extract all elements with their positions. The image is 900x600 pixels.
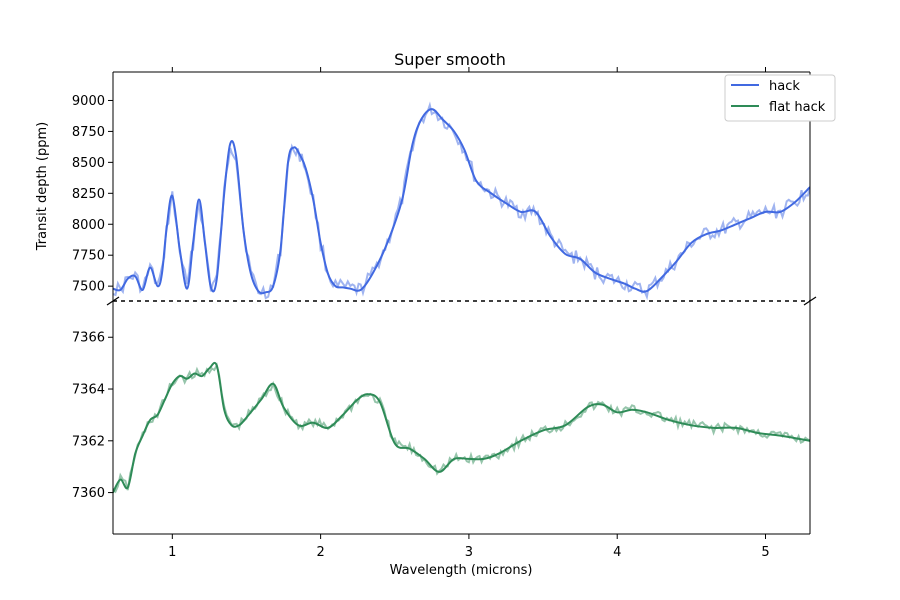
- hack-series-group: [113, 101, 810, 301]
- chart-title: Super smooth: [394, 50, 506, 69]
- upper-x-ticks: [171, 67, 767, 72]
- flat-hack-series-group: [113, 361, 810, 494]
- y-tick-label: 7364: [72, 383, 105, 398]
- x-axis-ticks: 1 2 3 4 5: [168, 534, 770, 560]
- x-tick-label: 3: [465, 545, 473, 560]
- x-tick-label: 5: [761, 545, 769, 560]
- upper-panel: 7500 7750 8000 8250 8500 8750 9000: [72, 67, 811, 301]
- axis-break-mark-right: [803, 296, 817, 306]
- y-tick-label: 7362: [72, 434, 105, 449]
- y-tick-label: 8000: [72, 218, 105, 233]
- lower-y-ticks: 7360 7362 7364 7366: [72, 331, 113, 501]
- upper-y-ticks: 7500 7750 8000 8250 8500 8750 9000: [72, 94, 113, 295]
- y-tick-label: 8500: [72, 156, 105, 171]
- x-tick-label: 4: [613, 545, 621, 560]
- y-tick-label: 8750: [72, 125, 105, 140]
- y-tick-label: 9000: [72, 94, 105, 109]
- y-tick-label: 7500: [72, 280, 105, 295]
- lower-panel: 7360 7362 7364 7366 1 2 3 4 5: [72, 301, 811, 560]
- x-axis-label: Wavelength (microns): [390, 563, 533, 578]
- legend-box: [724, 74, 836, 122]
- hack-smoothed-line: [113, 108, 810, 295]
- y-axis-label: Transit depth (ppm): [35, 122, 50, 251]
- legend-label-flat-hack: flat hack: [769, 100, 826, 115]
- axis-break-mark-left: [106, 296, 120, 306]
- y-tick-label: 7750: [72, 249, 105, 264]
- legend: hack flat hack: [724, 74, 836, 122]
- flat-hack-smoothed-line: [113, 361, 810, 494]
- legend-label-hack: hack: [769, 79, 800, 94]
- x-tick-label: 2: [316, 545, 324, 560]
- y-tick-label: 7360: [72, 486, 105, 501]
- y-tick-label: 7366: [72, 331, 105, 346]
- x-tick-label: 1: [168, 545, 176, 560]
- y-tick-label: 8250: [72, 187, 105, 202]
